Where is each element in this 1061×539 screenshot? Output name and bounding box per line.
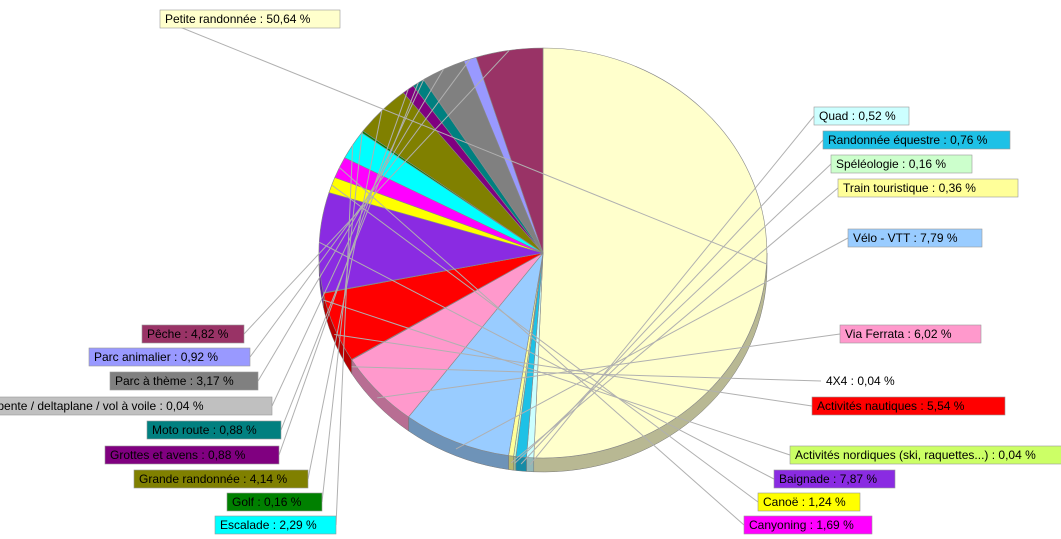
leader-line-via-ferrata (377, 333, 841, 399)
leader-line-activites-nautiques (334, 334, 813, 407)
slice-label-box-train-touristique (837, 178, 1019, 198)
slice-label-parc-animalier: Parc animalier : 0,92 % (94, 350, 218, 364)
slice-label-box-parc-animalier (88, 347, 251, 367)
slice-label-petite-randonnee: Petite randonnée : 50,64 % (165, 12, 311, 26)
slice-label-velo-vtt: Vélo - VTT : 7,79 % (853, 231, 958, 245)
slice-label-activites-nordiques-ski-raquettes: Activités nordiques (ski, raquettes...) … (795, 448, 1036, 462)
slice-label-peche: Pêche : 4,82 % (147, 327, 229, 341)
slice-label-box-moto-route (146, 420, 282, 440)
slice-label-box-activites-nordiques-ski-raquettes (789, 445, 1061, 465)
slice-label-box-activites-nautiques (811, 396, 1006, 416)
leader-line-parc-animalier (249, 58, 471, 358)
slice-label-box-petite-randonnee (159, 9, 341, 29)
slice-label-parapente-deltaplane-vol-a-voile: Parapente / deltaplane / vol à voile : 0… (0, 399, 204, 413)
slice-petite-randonnee[interactable] (533, 47, 768, 459)
slice-label-grande-randonnee: Grande randonnée : 4,14 % (139, 472, 287, 486)
slice-label-box-escalade (214, 515, 337, 535)
slice-label-box-quad (813, 106, 910, 126)
slice-label-baignade: Baignade : 7,87 % (779, 472, 877, 486)
slice-label-golf: Golf : 0,16 % (232, 495, 302, 509)
slice-label-canyoning: Canyoning : 1,69 % (749, 518, 854, 532)
pie-slices-layer (318, 47, 768, 459)
leader-line-train-touristique (510, 187, 839, 464)
leader-line-grande-randonnee (307, 110, 383, 480)
slice-label-box-parc-a-theme (109, 371, 259, 391)
slice-label-box-parapente-deltaplane-vol-a-voile (0, 396, 273, 416)
slice-label-box-golf (226, 492, 323, 512)
leader-line-golf (321, 131, 363, 503)
slice-label-quad: Quad : 0,52 % (819, 109, 896, 123)
leader-line-parc-a-theme (257, 69, 444, 382)
slice-label-box-velo-vtt (847, 228, 983, 248)
slice-label-4x4: 4X4 : 0,04 % (826, 374, 895, 388)
slice-label-box-grande-randonnee (133, 469, 309, 489)
slice-label-grottes-et-avens: Grottes et avens : 0,88 % (110, 448, 246, 462)
slice-label-box-via-ferrata (839, 324, 982, 344)
leader-line-escalade (335, 144, 354, 526)
slice-label-parc-a-theme: Parc à thème : 3,17 % (115, 374, 234, 388)
slice-label-box-randonnee-equestre (822, 130, 1011, 150)
leader-line-velo-vtt (455, 237, 849, 450)
slice-label-via-ferrata: Via Ferrata : 6,02 % (845, 327, 952, 341)
slice-label-box-grottes-et-avens (104, 445, 280, 465)
slice-label-box-peche (141, 324, 245, 344)
slice-side-train-touristique (508, 455, 514, 471)
slice-label-train-touristique: Train touristique : 0,36 % (843, 181, 976, 195)
slice-label-box-baignade (773, 469, 896, 489)
leader-line-parapente-deltaplane-vol-a-voile (271, 79, 425, 407)
leader-line-petite-randonnee (159, 18, 768, 265)
slice-label-activites-nautiques: Activités nautiques : 5,54 % (817, 399, 965, 413)
slice-labels-layer: Petite randonnée : 50,64 % Quad : 0,52 % R… (0, 9, 1061, 535)
slice-label-box-canoe (757, 492, 861, 512)
leader-line-speleologie (514, 163, 832, 464)
slice-label-moto-route: Moto route : 0,88 % (152, 423, 257, 437)
leader-line-baignade (319, 241, 775, 480)
slice-label-box-speleologie (830, 154, 973, 174)
slice-label-box-canyoning (743, 515, 873, 535)
leader-line-canoe (331, 184, 759, 503)
slice-label-escalade: Escalade : 2,29 % (220, 518, 317, 532)
leader-lines-layer (159, 18, 849, 526)
slice-label-randonnee-equestre: Randonnée équestre : 0,76 % (828, 133, 988, 147)
leader-line-peche (243, 49, 510, 335)
leader-line-activites-nordiques-ski-raquettes (323, 299, 791, 456)
slice-label-speleologie: Spéléologie : 0,16 % (836, 157, 946, 171)
leader-line-canyoning (339, 167, 745, 526)
slice-label-canoe: Canoë : 1,24 % (763, 495, 846, 509)
slice-velo-vtt[interactable] (408, 251, 544, 456)
